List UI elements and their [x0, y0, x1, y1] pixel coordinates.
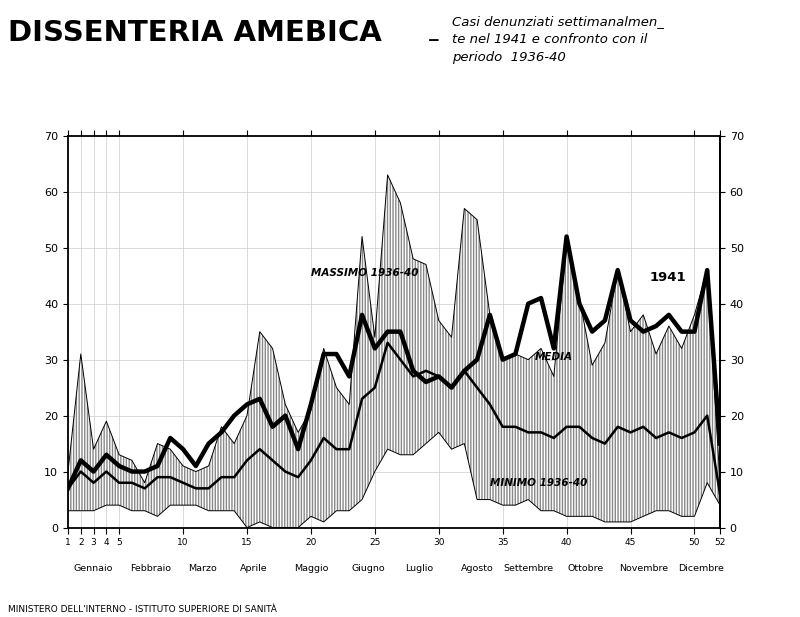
Text: MINIMO 1936-40: MINIMO 1936-40 [490, 478, 587, 487]
Text: Gennaio: Gennaio [74, 564, 114, 573]
Text: Maggio: Maggio [294, 564, 328, 573]
Text: Settembre: Settembre [503, 564, 554, 573]
Text: MEDIA: MEDIA [534, 352, 573, 362]
Text: Dicembre: Dicembre [678, 564, 724, 573]
Text: MINISTERO DELL'INTERNO - ISTITUTO SUPERIORE DI SANITÀ: MINISTERO DELL'INTERNO - ISTITUTO SUPERI… [8, 605, 277, 614]
Text: 1941: 1941 [650, 271, 686, 284]
Text: Novembre: Novembre [618, 564, 668, 573]
Text: DISSENTERIA AMEBICA: DISSENTERIA AMEBICA [8, 19, 382, 46]
Text: Giugno: Giugno [352, 564, 386, 573]
Text: Febbraio: Febbraio [130, 564, 171, 573]
Text: –: – [428, 28, 440, 52]
Text: MASSIMO 1936-40: MASSIMO 1936-40 [311, 268, 418, 278]
Text: Aprile: Aprile [239, 564, 267, 573]
Text: Marzo: Marzo [188, 564, 217, 573]
Text: Agosto: Agosto [461, 564, 494, 573]
Text: Luglio: Luglio [406, 564, 434, 573]
Text: Ottobre: Ottobre [568, 564, 604, 573]
Text: Casi denunziati settimanalmen_
te nel 1941 e confronto con il
periodo  1936-40: Casi denunziati settimanalmen_ te nel 19… [452, 15, 664, 64]
